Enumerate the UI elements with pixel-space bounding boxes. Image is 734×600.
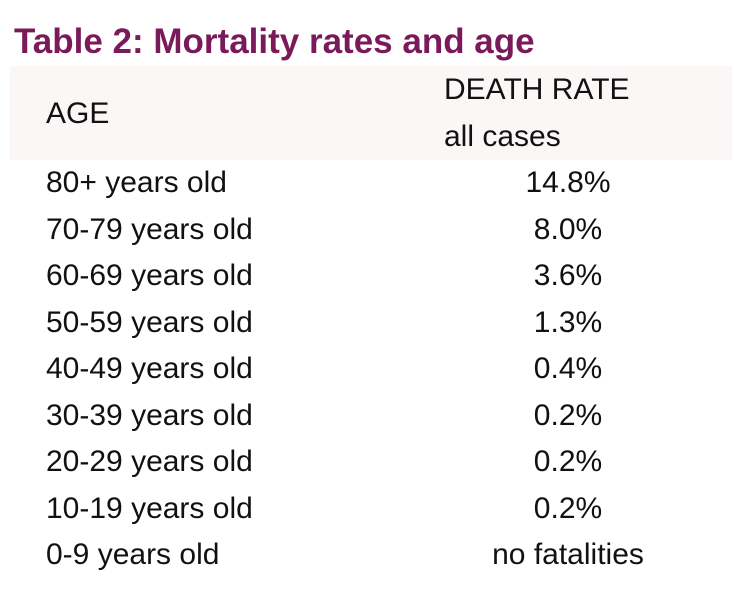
header-age: AGE xyxy=(46,97,110,130)
rate-cell: no fatalities xyxy=(492,538,644,571)
rate-cell: 0.2% xyxy=(533,491,603,525)
rate-cell: 0.2% xyxy=(533,398,603,432)
age-cell: 80+ years old xyxy=(46,166,227,199)
rate-cell: 8.0% xyxy=(533,212,603,246)
table-row: 20-29 years old 0.2% xyxy=(0,439,734,486)
age-cell: 60-69 years old xyxy=(46,259,253,292)
age-cell: 10-19 years old xyxy=(46,491,253,525)
rate-cell: 0.4% xyxy=(533,352,603,385)
table-row: 70-79 years old 8.0% xyxy=(0,207,734,254)
age-cell: 20-29 years old xyxy=(46,445,253,478)
table-row: 30-39 years old 0.2% xyxy=(0,393,734,440)
table-row: 60-69 years old 3.6% xyxy=(0,253,734,300)
table-header-band xyxy=(10,66,732,160)
age-cell: 30-39 years old xyxy=(46,398,253,432)
table-body: 80+ years old 14.8% 70-79 years old 8.0%… xyxy=(0,160,734,579)
rate-cell: 0.2% xyxy=(533,445,603,478)
table-row: 0-9 years old no fatalities xyxy=(0,532,734,579)
age-cell: 50-59 years old xyxy=(46,305,253,339)
table-row: 80+ years old 14.8% xyxy=(0,160,734,207)
age-cell: 70-79 years old xyxy=(46,212,253,246)
age-cell: 0-9 years old xyxy=(46,538,220,571)
age-cell: 40-49 years old xyxy=(46,352,253,385)
rate-cell: 3.6% xyxy=(533,259,603,292)
rate-cell: 1.3% xyxy=(533,305,603,339)
rate-cell: 14.8% xyxy=(525,166,611,199)
table-row: 50-59 years old 1.3% xyxy=(0,300,734,347)
header-death-rate-subtitle: all cases xyxy=(444,120,561,153)
table-title: Table 2: Mortality rates and age xyxy=(14,22,535,61)
header-death-rate: DEATH RATE xyxy=(444,73,630,106)
table-row: 40-49 years old 0.4% xyxy=(0,346,734,393)
table-row: 10-19 years old 0.2% xyxy=(0,486,734,533)
